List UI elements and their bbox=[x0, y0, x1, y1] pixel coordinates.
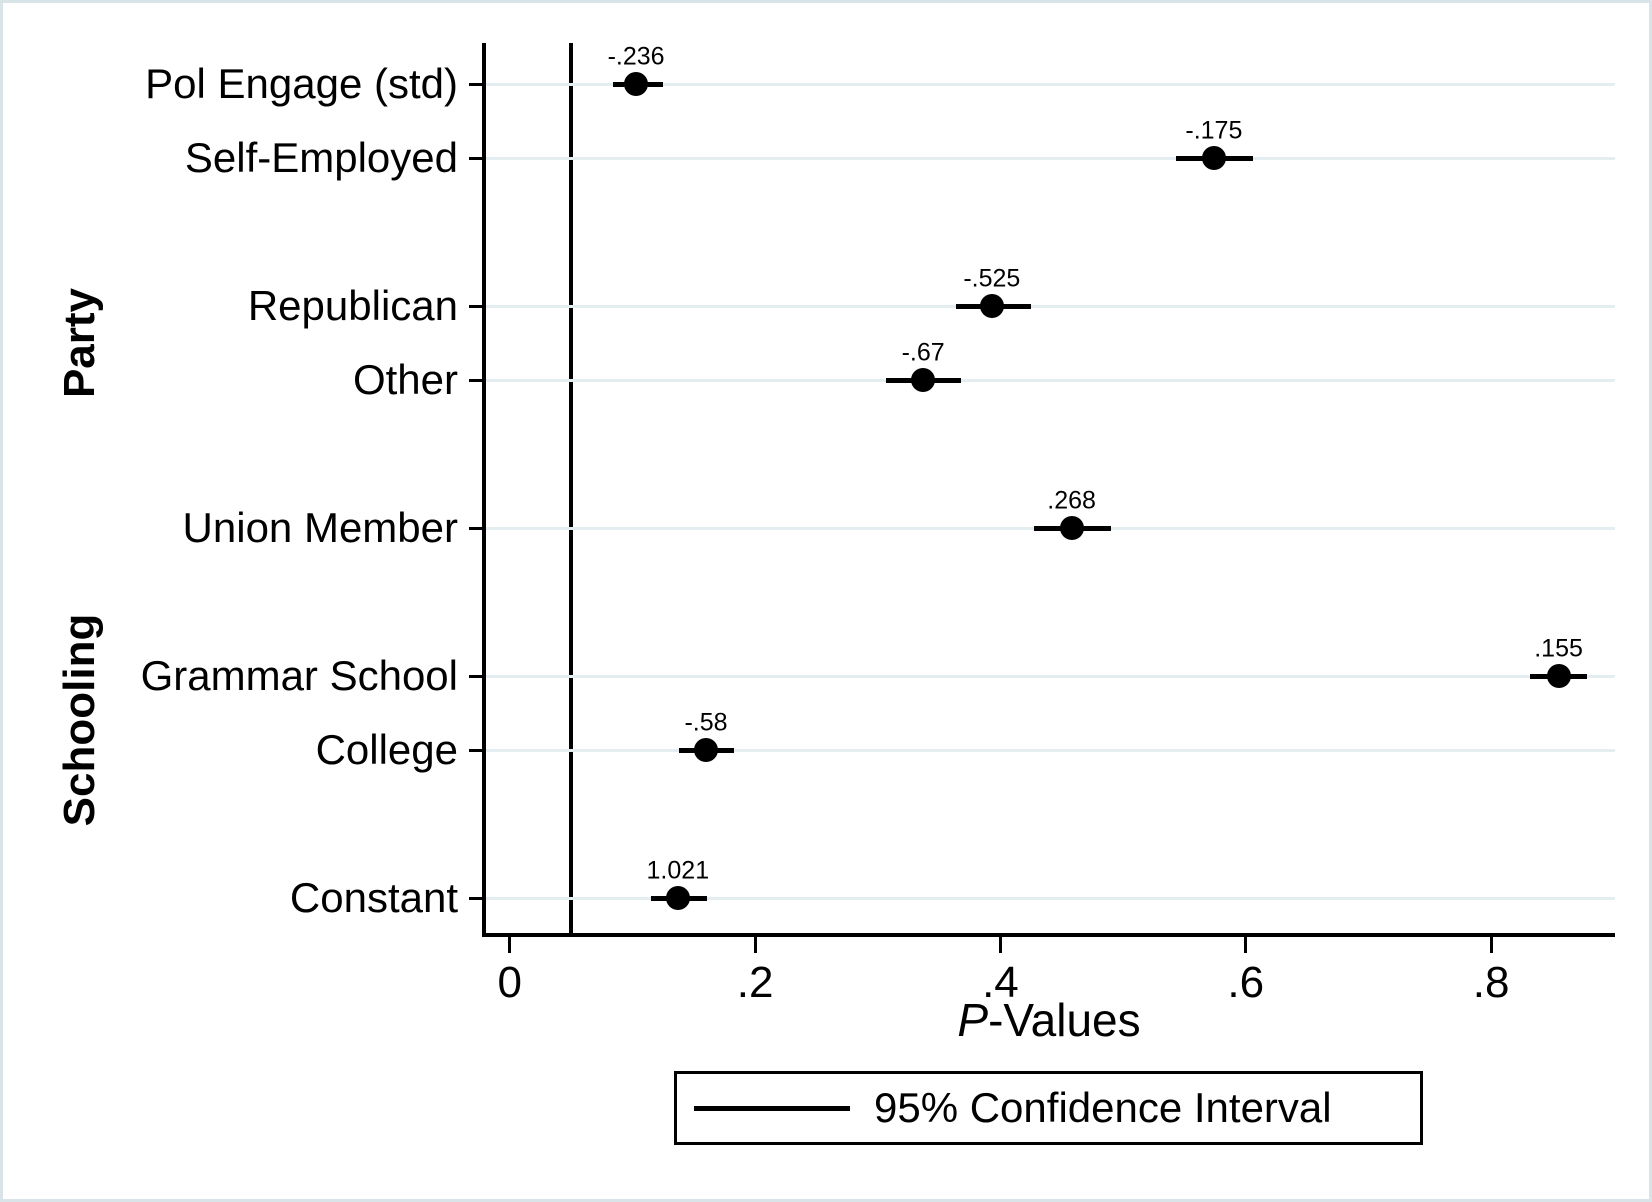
group-label-schooling: Schooling bbox=[55, 614, 104, 827]
row-label: College bbox=[315, 726, 458, 773]
estimate-value-label: 1.021 bbox=[646, 856, 710, 885]
estimate-value-label: -.175 bbox=[1185, 116, 1243, 145]
estimate-value-label: -.67 bbox=[901, 338, 945, 367]
estimate-value-label: -.236 bbox=[607, 42, 665, 71]
x-axis-title-rest: -Values bbox=[988, 994, 1141, 1046]
gridline bbox=[484, 896, 1615, 900]
data-point-marker bbox=[694, 738, 719, 762]
data-point-marker bbox=[665, 886, 690, 910]
row-label: Republican bbox=[247, 282, 458, 329]
gridline bbox=[484, 82, 1615, 86]
data-point-marker bbox=[1059, 516, 1084, 540]
x-tick-label: .2 bbox=[736, 958, 774, 1007]
y-tick bbox=[469, 156, 484, 160]
estimate-value-label: .155 bbox=[1534, 634, 1583, 663]
data-point-marker bbox=[979, 294, 1004, 318]
plot-area: Pol Engage (std) -.236 Self-Employed -.175 R… bbox=[3, 3, 1649, 1199]
data-point-marker bbox=[911, 368, 936, 392]
x-tick bbox=[1489, 935, 1493, 953]
gridline bbox=[484, 674, 1615, 678]
x-tick bbox=[998, 935, 1002, 953]
estimate-value-label: -.525 bbox=[963, 264, 1021, 293]
estimate-value-label: -.58 bbox=[684, 708, 728, 737]
legend-label: 95% Confidence Interval bbox=[874, 1084, 1332, 1131]
row-label: Self-Employed bbox=[184, 134, 458, 181]
x-axis-line bbox=[482, 933, 1615, 937]
y-tick bbox=[469, 378, 484, 382]
gridline bbox=[484, 304, 1615, 308]
y-tick bbox=[469, 304, 484, 308]
y-tick bbox=[469, 82, 484, 86]
x-tick bbox=[753, 935, 757, 953]
x-axis-title-italic-p: P bbox=[957, 994, 989, 1046]
data-point-marker bbox=[1546, 664, 1571, 688]
y-tick bbox=[469, 748, 484, 752]
row-label: Grammar School bbox=[140, 652, 458, 699]
x-tick-label: .4 bbox=[982, 958, 1019, 1007]
x-tick-label: .8 bbox=[1472, 958, 1510, 1007]
y-tick bbox=[469, 896, 484, 900]
gridline bbox=[484, 156, 1615, 160]
legend-box: 95% Confidence Interval bbox=[674, 1071, 1423, 1145]
reference-line bbox=[569, 43, 574, 935]
gridline bbox=[484, 378, 1615, 382]
row-label: Constant bbox=[289, 874, 458, 921]
legend-ci-line-sample bbox=[694, 1105, 850, 1111]
group-label-party: Party bbox=[55, 287, 104, 399]
y-tick bbox=[469, 674, 484, 678]
data-point-marker bbox=[1201, 146, 1226, 170]
x-tick bbox=[1244, 935, 1248, 953]
x-tick-label: .6 bbox=[1227, 958, 1265, 1007]
row-label: Pol Engage (std) bbox=[145, 60, 458, 107]
estimate-value-label: .268 bbox=[1047, 486, 1096, 515]
gridline bbox=[484, 748, 1615, 752]
row-label: Other bbox=[352, 356, 458, 403]
x-tick bbox=[508, 935, 512, 953]
y-tick bbox=[469, 526, 484, 530]
y-axis-line bbox=[482, 43, 486, 937]
x-axis-title: P-Values bbox=[957, 997, 1140, 1043]
data-point-marker bbox=[624, 72, 649, 96]
row-label: Union Member bbox=[182, 504, 458, 551]
x-tick-label: 0 bbox=[497, 958, 522, 1007]
